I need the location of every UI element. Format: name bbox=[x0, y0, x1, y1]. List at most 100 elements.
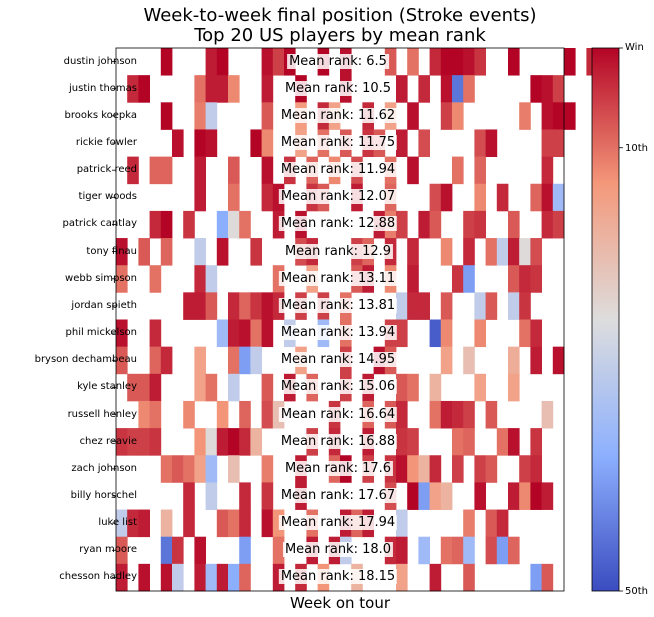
heatmap-cell bbox=[149, 373, 162, 402]
heatmap-cell bbox=[138, 400, 150, 429]
player-label: russell henley bbox=[67, 408, 137, 420]
heatmap-cell bbox=[541, 129, 554, 157]
heatmap-cell bbox=[138, 428, 150, 456]
heatmap-cell bbox=[228, 428, 240, 456]
heatmap-cell bbox=[127, 156, 139, 185]
heatmap-cell bbox=[452, 455, 464, 483]
heatmap-cell bbox=[239, 482, 251, 510]
x-axis-label: Week on tour bbox=[289, 594, 391, 612]
player-label: dustin johnson bbox=[63, 55, 137, 67]
heatmap-cell bbox=[194, 428, 206, 456]
player-label: justin thomas bbox=[69, 82, 137, 94]
chart-subtitle: Top 20 US players by mean rank bbox=[194, 25, 486, 46]
chart-title: Week-to-week final position (Stroke even… bbox=[143, 5, 537, 26]
heatmap-cell bbox=[552, 346, 565, 375]
heatmap-cell bbox=[429, 48, 442, 76]
player-label: chez reavie bbox=[79, 435, 137, 447]
player-label: chesson hadley bbox=[59, 571, 137, 583]
mean-rank-label: Mean rank: 12.07 bbox=[278, 189, 398, 205]
heatmap-cell bbox=[216, 210, 229, 239]
player-label: kyle stanley bbox=[77, 381, 137, 393]
heatmap-cell bbox=[407, 482, 419, 510]
heatmap-cell bbox=[452, 75, 464, 103]
heatmap-cell bbox=[440, 238, 453, 266]
heatmap-cell bbox=[474, 482, 486, 510]
heatmap-cell bbox=[160, 536, 173, 565]
heatmap-cell bbox=[508, 238, 520, 266]
heatmap-cell bbox=[440, 48, 453, 76]
heatmap-cell bbox=[407, 455, 419, 483]
heatmap-cell bbox=[116, 265, 128, 293]
heatmap-cell bbox=[183, 210, 195, 239]
heatmap-cell bbox=[429, 400, 442, 429]
heatmap-cell bbox=[474, 292, 486, 320]
heatmap-cell bbox=[116, 319, 128, 348]
heatmap-cell bbox=[272, 210, 285, 239]
heatmap-cell bbox=[463, 509, 475, 538]
heatmap-cell bbox=[239, 400, 251, 429]
heatmap-cell bbox=[261, 509, 274, 538]
heatmap-cell bbox=[172, 455, 184, 483]
heatmap-cell bbox=[530, 319, 542, 348]
heatmap-cell bbox=[216, 319, 229, 348]
heatmap-cell bbox=[407, 428, 419, 456]
heatmap-cell bbox=[418, 292, 430, 320]
heatmap-cell bbox=[452, 102, 464, 130]
heatmap-cell bbox=[194, 265, 206, 293]
heatmap-cell bbox=[228, 319, 240, 348]
heatmap-cell bbox=[485, 536, 498, 565]
heatmap-cell bbox=[485, 238, 498, 266]
heatmap-cell bbox=[508, 428, 520, 456]
heatmap-cell bbox=[530, 75, 542, 103]
heatmap-cell bbox=[228, 210, 240, 239]
heatmap-cell bbox=[552, 75, 565, 103]
heatmap-cell bbox=[261, 292, 274, 320]
heatmap-cell bbox=[239, 428, 251, 456]
heatmap-cell bbox=[205, 48, 218, 76]
heatmap-cell bbox=[239, 210, 251, 239]
heatmap-cell bbox=[530, 482, 542, 510]
heatmap-cell bbox=[519, 265, 531, 293]
heatmap-cell bbox=[127, 75, 139, 103]
player-label: luke list bbox=[98, 517, 137, 529]
heatmap-cell bbox=[160, 48, 173, 76]
player-label: ryan moore bbox=[79, 544, 137, 556]
heatmap-cell bbox=[552, 210, 565, 239]
heatmap-cell bbox=[407, 102, 419, 130]
heatmap-cell bbox=[485, 129, 498, 157]
heatmap-cell bbox=[172, 129, 184, 157]
heatmap-cell bbox=[272, 400, 285, 429]
mean-rank-label: Mean rank: 6.5 bbox=[287, 53, 389, 69]
heatmap-cell bbox=[474, 129, 486, 157]
heatmap-cell bbox=[541, 75, 554, 103]
heatmap-cell bbox=[205, 129, 218, 157]
heatmap-cell bbox=[440, 482, 453, 510]
heatmap-cell bbox=[149, 319, 162, 348]
heatmap-cell bbox=[261, 48, 274, 76]
heatmap-cell bbox=[440, 102, 453, 130]
heatmap-cell bbox=[519, 319, 531, 348]
heatmap-cell bbox=[138, 373, 150, 402]
heatmap-cell bbox=[272, 509, 285, 538]
mean-rank-label: Mean rank: 18.15 bbox=[278, 569, 398, 585]
heatmap-cell bbox=[149, 346, 162, 375]
heatmap-cell bbox=[396, 129, 408, 157]
heatmap-cell bbox=[194, 563, 206, 592]
heatmap-cell bbox=[552, 102, 565, 130]
heatmap-cell bbox=[552, 183, 565, 212]
heatmap-cell bbox=[396, 319, 408, 348]
heatmap-cell bbox=[541, 482, 554, 510]
heatmap-cell bbox=[508, 536, 520, 565]
heatmap-cell bbox=[508, 292, 520, 320]
heatmap-cell bbox=[261, 319, 274, 348]
heatmap-cell bbox=[205, 102, 218, 130]
heatmap-cell bbox=[396, 428, 408, 456]
heatmap-cell bbox=[440, 183, 453, 212]
heatmap-cell bbox=[194, 346, 206, 375]
heatmap-cell bbox=[160, 455, 173, 483]
heatmap-cell bbox=[463, 238, 475, 266]
heatmap-cell bbox=[228, 292, 240, 320]
heatmap-cell bbox=[508, 482, 520, 510]
mean-rank-label: Mean rank: 13.94 bbox=[278, 325, 398, 341]
heatmap-cell bbox=[127, 509, 139, 538]
